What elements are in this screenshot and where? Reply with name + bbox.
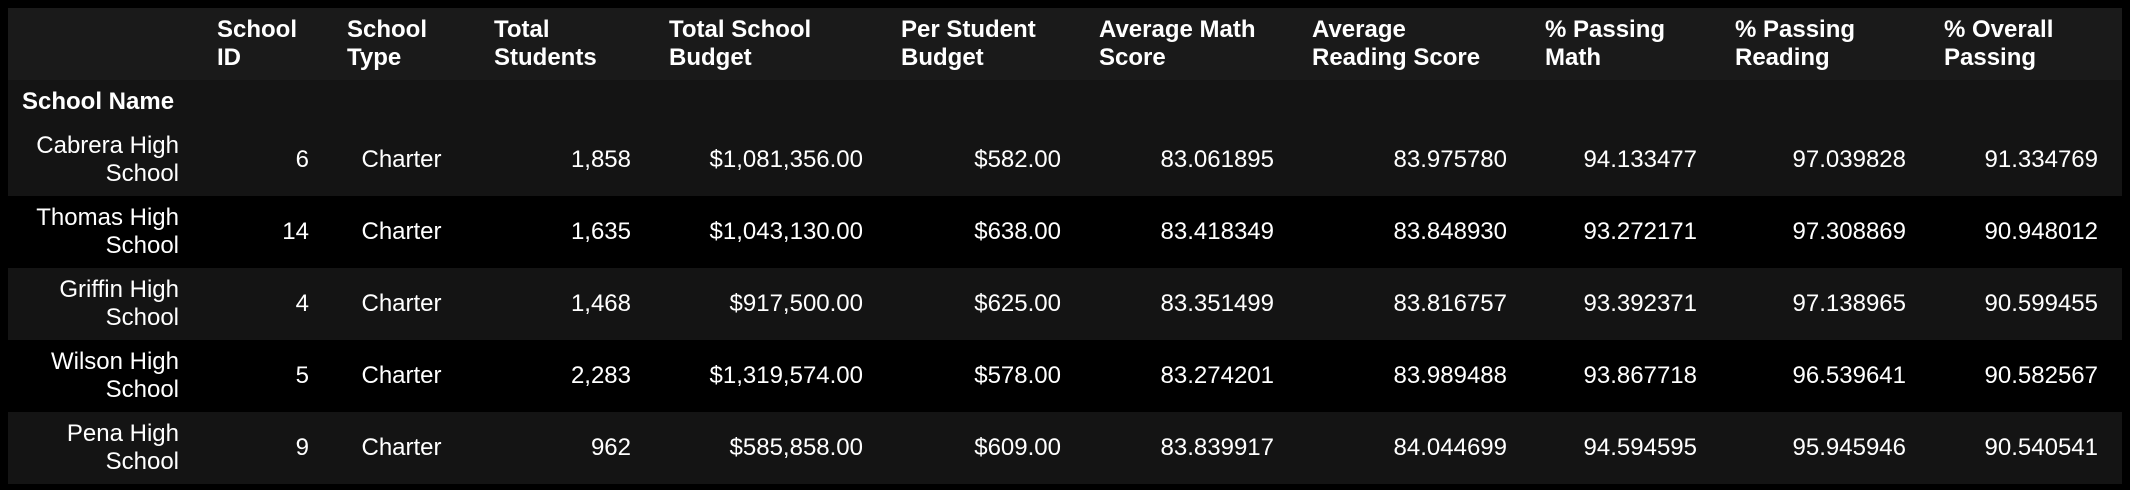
table-row: Cabrera High School 6 Charter 1,858 $1,0… [8, 124, 2122, 196]
header-avg-math: Average Math Score [1099, 16, 1256, 71]
cell-pct-overall: 90.582567 [1984, 362, 2098, 389]
cell-total-budget: $917,500.00 [729, 290, 863, 317]
cell-pct-math: 93.392371 [1583, 290, 1697, 317]
cell-per-student-budget: $609.00 [974, 434, 1061, 461]
header-avg-reading: Average Reading Score [1312, 16, 1481, 71]
index-blank [1930, 80, 2122, 124]
cell-per-student-budget: $625.00 [974, 290, 1061, 317]
cell-avg-reading: 84.044699 [1393, 434, 1507, 461]
index-blank [333, 80, 480, 124]
header-pct-math: % Passing Math [1545, 16, 1666, 71]
cell-per-student-budget: $638.00 [974, 218, 1061, 245]
cell-pct-reading: 97.138965 [1792, 290, 1906, 317]
index-blank [1298, 80, 1531, 124]
cell-total-students: 2,283 [570, 362, 631, 389]
cell-pct-reading: 97.308869 [1792, 218, 1906, 245]
cell-total-students: 1,635 [570, 218, 631, 245]
cell-school-type: Charter [361, 290, 442, 317]
cell-avg-math: 83.351499 [1160, 290, 1274, 317]
header-school-type: School Type [347, 16, 428, 71]
table-row: Griffin High School 4 Charter 1,468 $917… [8, 268, 2122, 340]
cell-pct-math: 93.867718 [1583, 362, 1697, 389]
index-name-label: School Name [22, 88, 175, 115]
index-name-row: School Name [8, 80, 2122, 124]
row-school-name: Cabrera High School [36, 132, 179, 187]
cell-total-budget: $1,319,574.00 [709, 362, 863, 389]
cell-pct-overall: 90.948012 [1984, 218, 2098, 245]
cell-school-type: Charter [361, 146, 442, 173]
cell-avg-reading: 83.989488 [1393, 362, 1507, 389]
column-header-row: School ID School Type Total Students Tot… [8, 8, 2122, 80]
table-header: School ID School Type Total Students Tot… [8, 8, 2122, 124]
cell-pct-math: 94.133477 [1583, 146, 1697, 173]
table-body: Cabrera High School 6 Charter 1,858 $1,0… [8, 124, 2122, 484]
index-blank [887, 80, 1085, 124]
header-per-student-budget: Per Student Budget [901, 16, 1036, 71]
dataframe-table: School ID School Type Total Students Tot… [8, 8, 2122, 484]
row-school-name: Griffin High School [59, 276, 179, 331]
cell-school-type: Charter [361, 218, 442, 245]
cell-school-type: Charter [361, 434, 442, 461]
cell-pct-reading: 96.539641 [1792, 362, 1906, 389]
index-blank [203, 80, 333, 124]
cell-school-id: 4 [295, 290, 309, 317]
cell-avg-math: 83.061895 [1160, 146, 1274, 173]
cell-school-id: 14 [282, 218, 309, 245]
cell-pct-overall: 91.334769 [1984, 146, 2098, 173]
table-row: Pena High School 9 Charter 962 $585,858.… [8, 412, 2122, 484]
cell-total-budget: $585,858.00 [729, 434, 863, 461]
table-row: Thomas High School 14 Charter 1,635 $1,0… [8, 196, 2122, 268]
cell-pct-overall: 90.599455 [1984, 290, 2098, 317]
cell-per-student-budget: $578.00 [974, 362, 1061, 389]
header-pct-reading: % Passing Reading [1735, 16, 1856, 71]
cell-pct-overall: 90.540541 [1984, 434, 2098, 461]
cell-avg-reading: 83.975780 [1393, 146, 1507, 173]
header-total-budget: Total School Budget [669, 16, 812, 71]
row-school-name: Wilson High School [50, 348, 179, 403]
cell-total-budget: $1,043,130.00 [709, 218, 863, 245]
row-school-name: Thomas High School [36, 204, 179, 259]
cell-school-id: 9 [295, 434, 309, 461]
index-blank [655, 80, 887, 124]
cell-per-student-budget: $582.00 [974, 146, 1061, 173]
cell-school-type: Charter [361, 362, 442, 389]
header-school-id: School ID [217, 16, 298, 71]
cell-total-students: 962 [590, 434, 631, 461]
cell-avg-reading: 83.816757 [1393, 290, 1507, 317]
cell-pct-math: 94.594595 [1583, 434, 1697, 461]
header-total-students: Total Students [494, 16, 597, 71]
row-school-name: Pena High School [66, 420, 179, 475]
cell-avg-reading: 83.848930 [1393, 218, 1507, 245]
cell-school-id: 5 [295, 362, 309, 389]
cell-school-id: 6 [295, 146, 309, 173]
cell-pct-reading: 97.039828 [1792, 146, 1906, 173]
cell-avg-math: 83.274201 [1160, 362, 1274, 389]
cell-pct-reading: 95.945946 [1792, 434, 1906, 461]
index-blank [1531, 80, 1721, 124]
index-blank [480, 80, 655, 124]
header-blank [8, 8, 203, 80]
cell-avg-math: 83.418349 [1160, 218, 1274, 245]
table-row: Wilson High School 5 Charter 2,283 $1,31… [8, 340, 2122, 412]
cell-total-students: 1,858 [570, 146, 631, 173]
index-blank [1085, 80, 1298, 124]
header-pct-overall: % Overall Passing [1944, 16, 2054, 71]
cell-total-students: 1,468 [570, 290, 631, 317]
cell-total-budget: $1,081,356.00 [709, 146, 863, 173]
cell-pct-math: 93.272171 [1583, 218, 1697, 245]
cell-avg-math: 83.839917 [1160, 434, 1274, 461]
index-blank [1721, 80, 1930, 124]
